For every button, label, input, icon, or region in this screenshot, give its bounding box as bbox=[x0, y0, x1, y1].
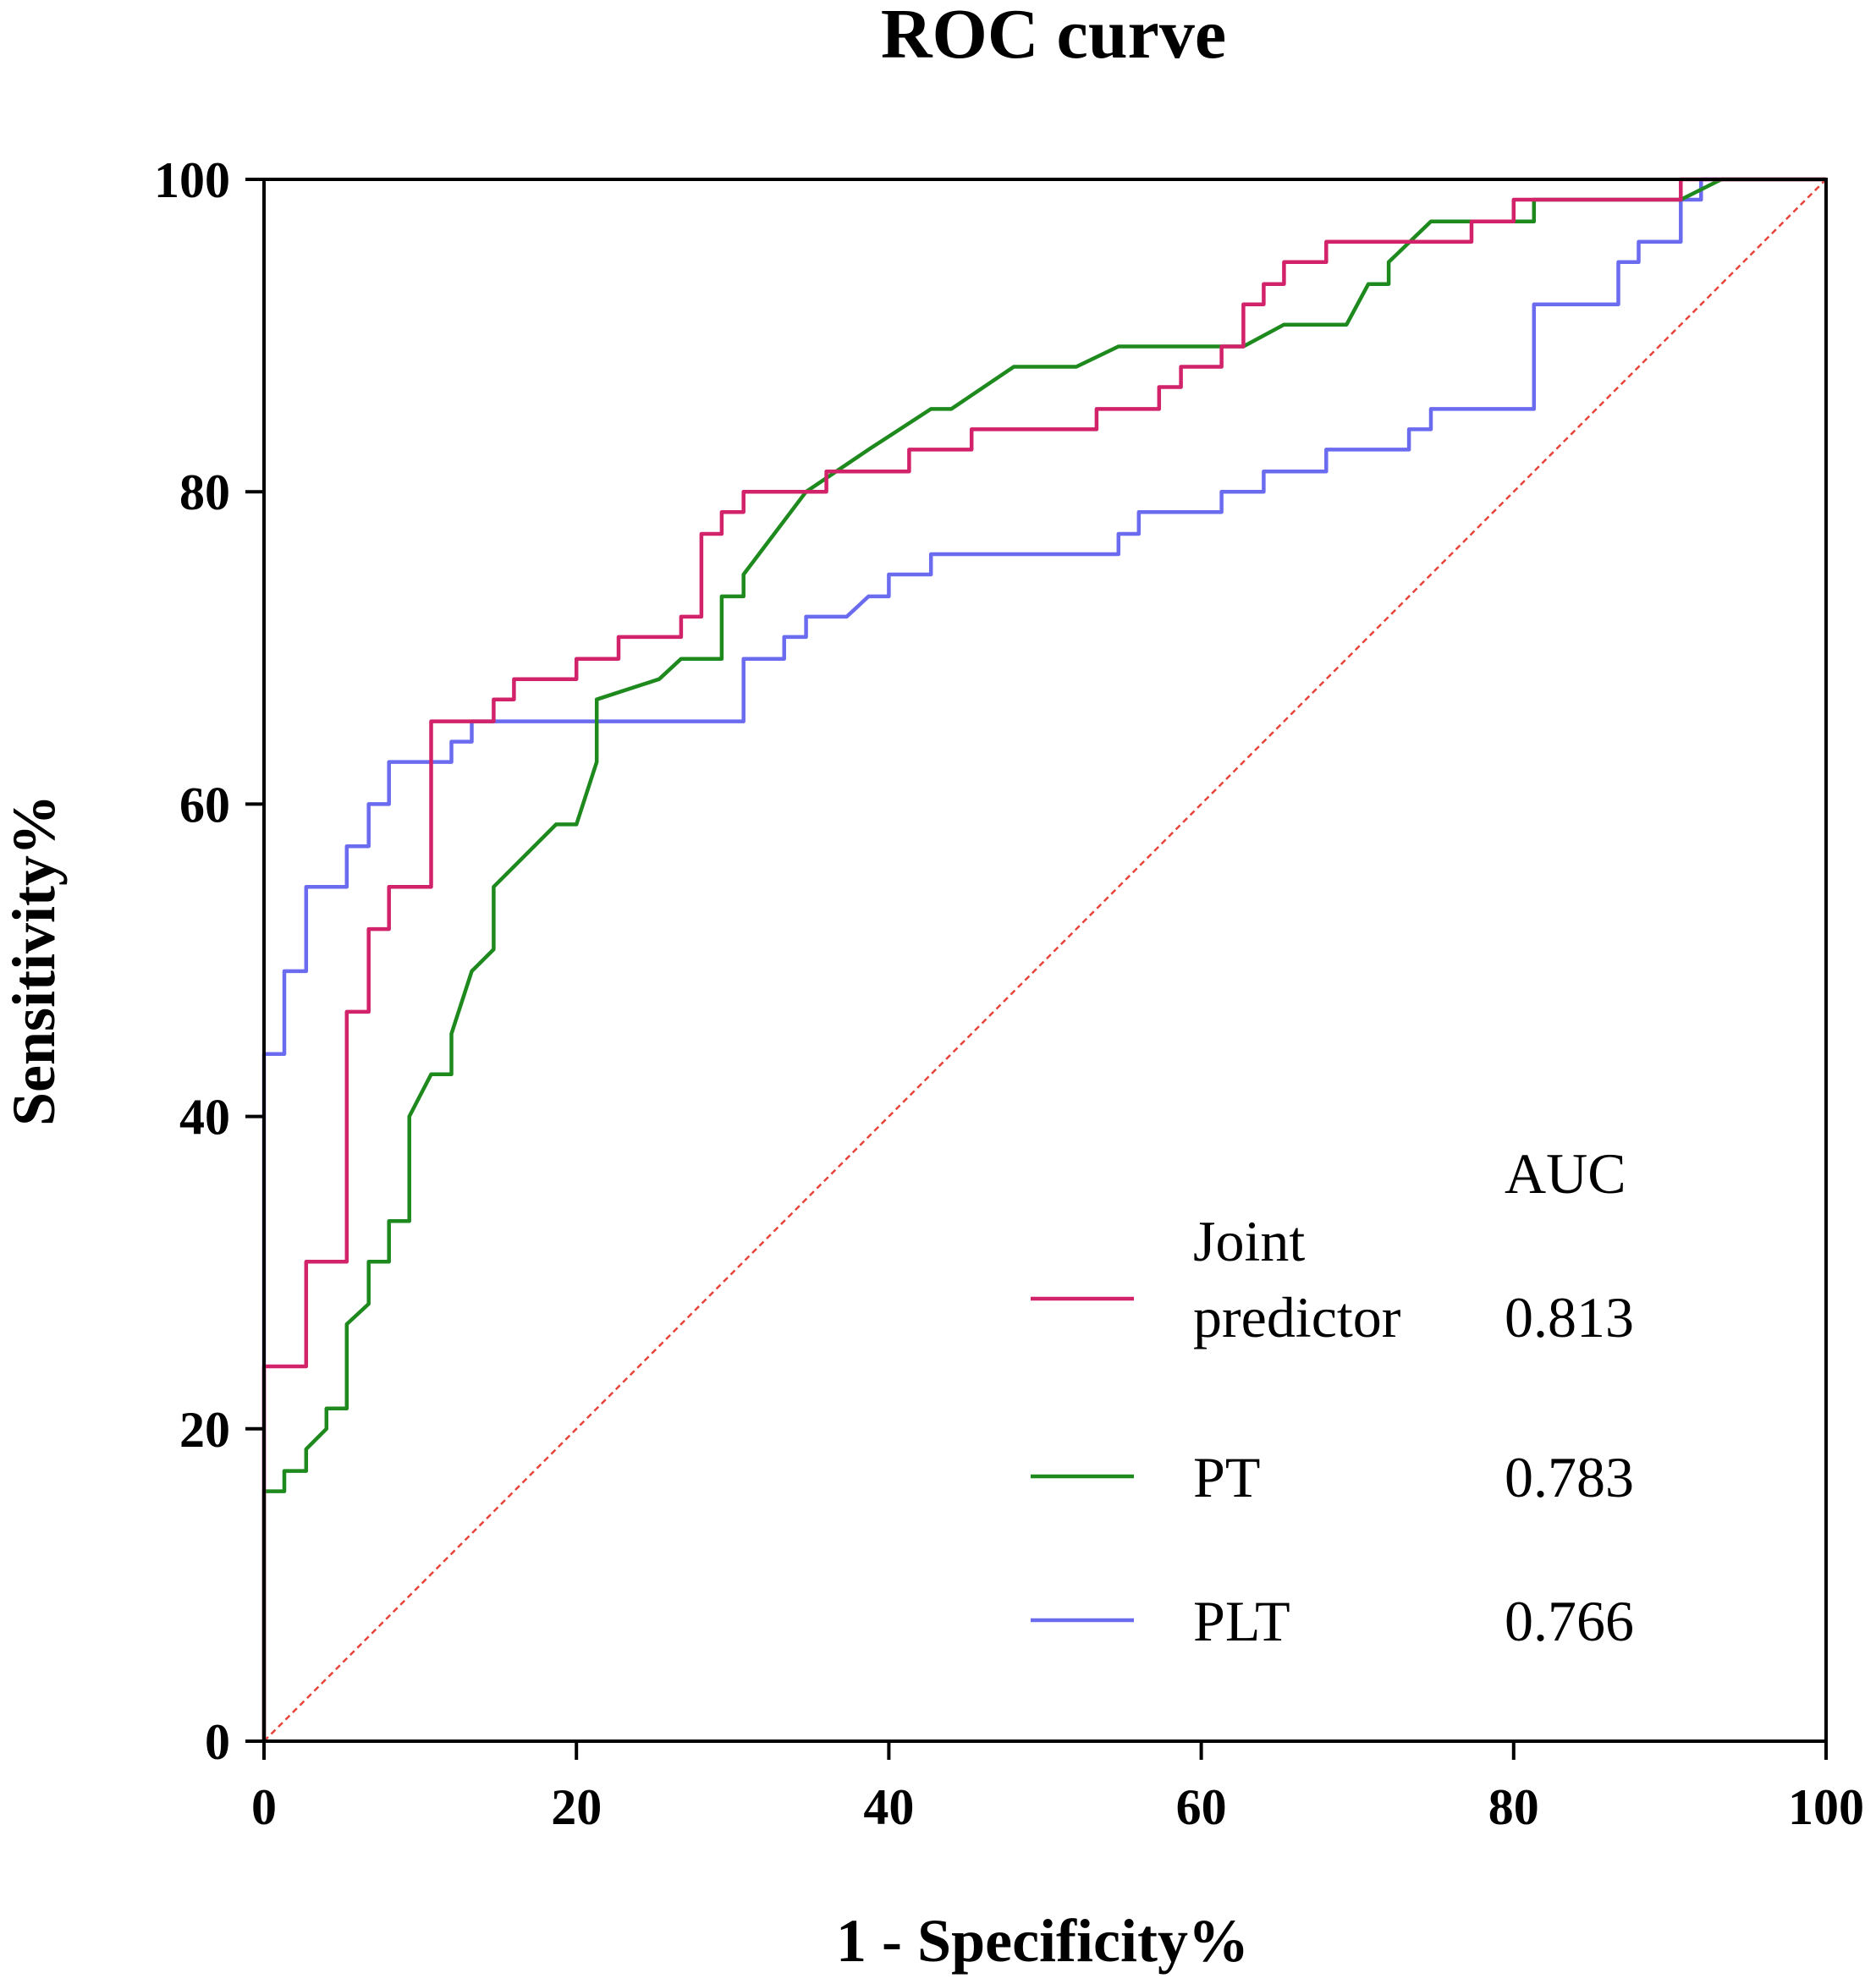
x-tick-label: 100 bbox=[1788, 1779, 1864, 1835]
chart-title: ROC curve bbox=[881, 0, 1226, 74]
y-tick-label: 20 bbox=[179, 1402, 230, 1458]
x-tick-label: 20 bbox=[551, 1779, 602, 1835]
legend: AUC Joint predictor 0.813 PT 0.783 PLT 0.766 bbox=[1031, 1141, 1634, 1653]
legend-auc-pt: 0.783 bbox=[1505, 1445, 1634, 1509]
x-tick-label: 80 bbox=[1488, 1779, 1539, 1835]
y-axis-label: Sensitivity% bbox=[0, 794, 68, 1126]
reference-line-layer bbox=[263, 179, 1827, 1742]
legend-auc-joint-predictor: 0.813 bbox=[1505, 1285, 1634, 1349]
series-line-plt bbox=[261, 177, 1826, 1741]
series-line-pt bbox=[261, 177, 1826, 1741]
y-tick-label: 100 bbox=[154, 152, 230, 208]
y-axis-ticks: 0 20 40 60 80 100 bbox=[154, 152, 264, 1770]
series-line-joint-predictor bbox=[261, 177, 1826, 1741]
legend-label-joint-predictor: predictor bbox=[1193, 1285, 1401, 1349]
y-tick-label: 0 bbox=[205, 1714, 230, 1770]
legend-auc-header: AUC bbox=[1505, 1141, 1626, 1206]
legend-label-plt: PLT bbox=[1193, 1589, 1290, 1653]
legend-items: Joint predictor 0.813 PT 0.783 PLT 0.766 bbox=[1031, 1209, 1634, 1653]
legend-auc-plt: 0.766 bbox=[1505, 1589, 1634, 1653]
x-tick-label: 40 bbox=[863, 1779, 914, 1835]
x-tick-label: 0 bbox=[251, 1779, 277, 1835]
y-tick-label: 40 bbox=[179, 1090, 230, 1146]
x-tick-label: 60 bbox=[1176, 1779, 1227, 1835]
x-axis-label: 1 - Specificity% bbox=[836, 1907, 1249, 1975]
reference-diagonal-line bbox=[263, 179, 1827, 1742]
y-tick-label: 60 bbox=[179, 777, 230, 833]
legend-label-joint-predictor: Joint bbox=[1193, 1209, 1305, 1273]
plot-frame bbox=[262, 178, 1828, 1743]
series-layer bbox=[261, 177, 1826, 1741]
y-tick-label: 80 bbox=[179, 464, 230, 520]
legend-label-pt: PT bbox=[1193, 1445, 1260, 1509]
x-axis-ticks: 0 20 40 60 80 100 bbox=[251, 1741, 1864, 1835]
